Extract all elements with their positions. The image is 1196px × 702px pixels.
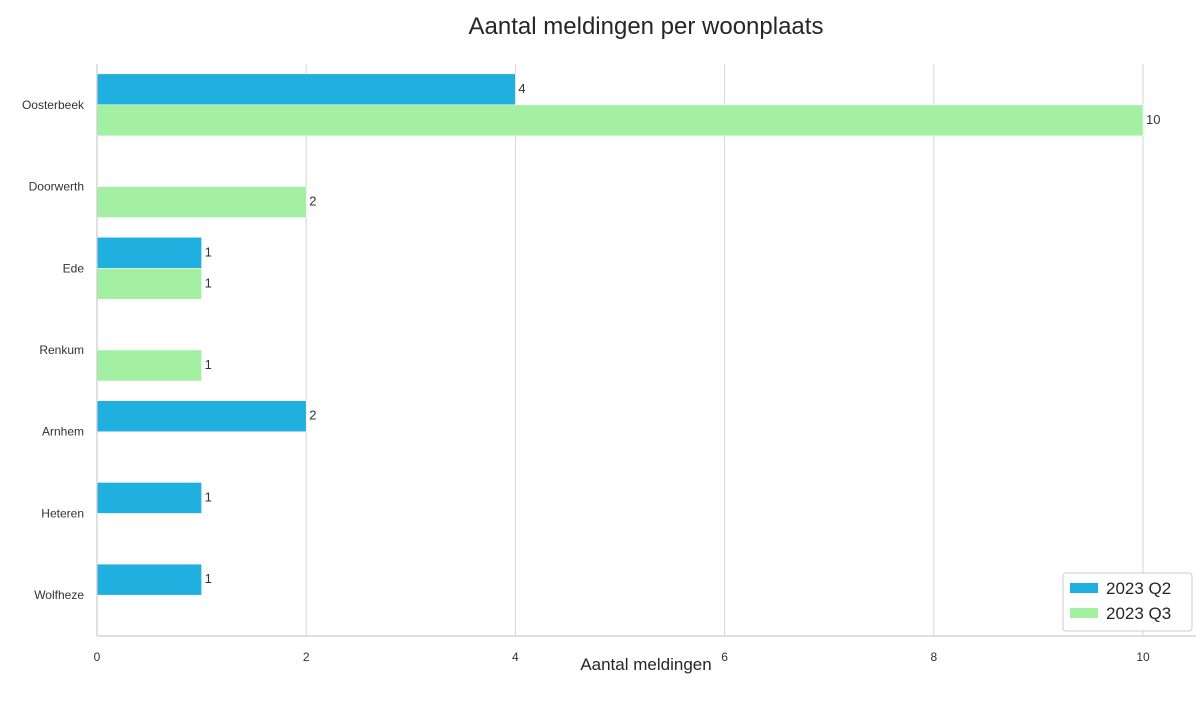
data-label: 1 — [205, 357, 212, 372]
legend-swatch — [1070, 583, 1098, 593]
legend-label: 2023 Q2 — [1106, 579, 1171, 598]
data-label: 1 — [205, 275, 212, 290]
data-label: 2 — [309, 408, 316, 423]
y-tick-label: Heteren — [41, 506, 84, 520]
bar — [96, 73, 516, 106]
chart-title: Aantal meldingen per woonplaats — [469, 13, 824, 40]
bar — [96, 349, 202, 382]
data-label: 1 — [205, 244, 212, 259]
data-label: 1 — [205, 571, 212, 586]
x-tick-label: 4 — [512, 650, 519, 664]
data-label: 1 — [205, 489, 212, 504]
y-tick-label: Arnhem — [42, 425, 84, 439]
bar — [96, 186, 307, 218]
axes — [96, 64, 1196, 637]
x-tick-label: 10 — [1136, 650, 1150, 664]
y-tick-label: Ede — [63, 261, 85, 275]
data-labels: 4 1 2 1 1 10 2 1 1 — [205, 81, 1161, 586]
bars — [96, 73, 1144, 596]
bar — [96, 237, 202, 269]
legend: 2023 Q2 2023 Q3 — [1062, 572, 1193, 632]
y-tick-labels: Oosterbeek Doorwerth Ede Renkum Arnhem Hetere… — [22, 98, 85, 602]
x-tick-labels: 0 2 4 6 8 10 — [94, 650, 1150, 664]
bar — [96, 104, 1144, 137]
y-tick-label: Wolfheze — [34, 588, 84, 602]
bar — [96, 268, 202, 300]
legend-label: 2023 Q3 — [1106, 604, 1171, 623]
bar — [96, 563, 202, 596]
bar — [96, 482, 202, 514]
x-tick-label: 2 — [303, 650, 310, 664]
grid-lines — [305, 64, 1144, 636]
data-label: 4 — [518, 81, 525, 96]
bar — [96, 400, 307, 432]
x-tick-label: 0 — [94, 650, 101, 664]
x-tick-label: 6 — [721, 650, 728, 664]
data-label: 2 — [309, 194, 316, 209]
y-tick-label: Oosterbeek — [22, 98, 85, 112]
y-tick-label: Renkum — [39, 343, 84, 357]
data-label: 10 — [1146, 112, 1160, 127]
y-tick-label: Doorwerth — [29, 180, 84, 194]
legend-swatch — [1070, 608, 1098, 618]
x-tick-label: 8 — [930, 650, 937, 664]
x-axis-label: Aantal meldingen — [580, 655, 711, 674]
